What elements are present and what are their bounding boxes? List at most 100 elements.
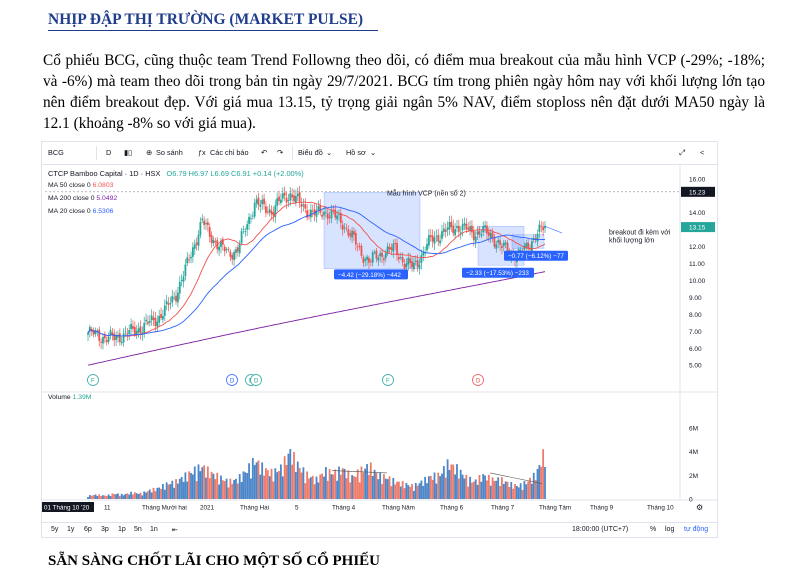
volume-bar: [437, 472, 440, 499]
range-6p[interactable]: 6p: [84, 526, 92, 533]
undo-icon[interactable]: ↶: [261, 148, 268, 157]
candle-body: [467, 227, 470, 230]
candle-body: [315, 210, 318, 217]
volume-bar: [418, 483, 421, 499]
candle-body: [283, 192, 286, 196]
candle-body: [403, 263, 406, 270]
ma50-line: [87, 201, 546, 337]
compare-plus-icon[interactable]: ⊕: [146, 148, 153, 157]
candle-style-icon[interactable]: ▮▯: [124, 148, 133, 157]
candle-body: [399, 257, 402, 258]
volume-bar: [266, 470, 269, 499]
candle: [431, 229, 434, 248]
candle: [536, 229, 539, 247]
candle-body: [379, 253, 382, 257]
redo-icon[interactable]: ↷: [277, 148, 284, 157]
range-5n[interactable]: 5n: [134, 526, 142, 533]
volume-bar: [223, 481, 226, 499]
candle-body: [291, 194, 294, 198]
volume-bar: [317, 482, 320, 499]
candle-body: [469, 226, 471, 232]
volume-bar: [330, 474, 333, 499]
candle-body: [308, 215, 310, 217]
indicators-icon[interactable]: ƒx: [198, 148, 206, 157]
volume-bar: [366, 464, 368, 499]
range-5y[interactable]: 5y: [51, 526, 59, 533]
chart-canvas[interactable]: Mẫu hình VCP (nền số 2) −4.42 (−29.18%) −…: [42, 164, 717, 522]
candle: [173, 291, 176, 301]
fullscreen-icon[interactable]: ⤢: [679, 148, 685, 157]
candle-body: [366, 256, 368, 260]
candle-body: [177, 292, 179, 303]
volume-bar: [338, 466, 340, 499]
candle-body: [212, 239, 215, 244]
volume-bar: [499, 486, 501, 499]
volume-bar: [100, 496, 103, 499]
volume-bar: [126, 493, 129, 499]
chevron-down-icon[interactable]: ⌄: [370, 148, 377, 157]
candle: [467, 222, 470, 232]
candle: [499, 237, 501, 251]
event-marker-label: D: [254, 379, 259, 385]
candle: [147, 315, 149, 326]
price-axis-label: 14.00: [689, 210, 706, 217]
candle: [291, 188, 294, 202]
compare-button[interactable]: So sánh: [156, 148, 183, 157]
date-range-icon[interactable]: ⇤: [172, 527, 178, 534]
share-icon[interactable]: <: [700, 148, 705, 157]
volume-bar: [472, 481, 475, 499]
candle-body: [115, 336, 117, 340]
time-axis-label: Tháng 9: [590, 505, 614, 512]
candle-body: [113, 333, 116, 341]
candle-body: [130, 323, 132, 330]
candle-body: [454, 229, 456, 236]
volume-bar: [105, 496, 108, 499]
percent-toggle[interactable]: %: [650, 526, 657, 533]
log-toggle[interactable]: log: [665, 526, 675, 533]
candle: [383, 255, 385, 266]
candle: [308, 209, 310, 220]
candle-body: [169, 302, 172, 304]
candle: [263, 193, 265, 210]
volume-bar: [521, 489, 524, 499]
range-3p[interactable]: 3p: [101, 526, 109, 533]
volume-bar: [255, 462, 258, 499]
candle-body: [208, 227, 211, 237]
candle: [160, 307, 162, 321]
volume-bar: [221, 480, 224, 499]
time-axis-label: Tháng 6: [440, 505, 464, 512]
tradingview-chart[interactable]: BCG D ▮▯ ⊕ So sánh ƒx Các chỉ báo ↶ ↷ Bi…: [41, 141, 718, 538]
candle-body: [420, 255, 423, 264]
candle-body: [323, 211, 325, 216]
profile-button[interactable]: Hồ sơ: [346, 148, 366, 157]
candle-body: [289, 193, 292, 201]
symbol-button[interactable]: BCG: [48, 148, 64, 157]
volume-bar: [148, 489, 151, 499]
chevron-down-icon[interactable]: ⌄: [326, 148, 333, 157]
candle-body: [353, 231, 355, 235]
range-1n[interactable]: 1n: [150, 526, 158, 533]
candle: [283, 186, 286, 201]
chart-type-button[interactable]: Biểu đồ: [298, 148, 323, 157]
auto-toggle[interactable]: tự động: [684, 526, 709, 533]
candle: [203, 216, 206, 230]
volume-bar: [244, 472, 247, 499]
range-1p[interactable]: 1p: [118, 526, 126, 533]
candle-body: [388, 247, 391, 250]
candle-body: [162, 315, 164, 320]
interval-button[interactable]: D: [106, 148, 112, 157]
volume-bar: [409, 486, 412, 499]
candle: [109, 326, 112, 340]
indicators-button[interactable]: Các chỉ báo: [210, 148, 249, 157]
candle: [236, 244, 239, 257]
range-1y[interactable]: 1y: [67, 526, 75, 533]
timezone-label[interactable]: 18:00:00 (UTC+7): [572, 526, 629, 533]
candle-body: [186, 257, 189, 264]
candle-body: [118, 333, 121, 343]
candle-body: [150, 315, 153, 321]
candle-body: [175, 295, 177, 302]
symbol-title: CTCP Bamboo Capital · 1D · HSX: [48, 169, 161, 178]
candle: [212, 236, 215, 247]
volume-bar: [184, 472, 187, 499]
volume-bar: [165, 482, 168, 499]
